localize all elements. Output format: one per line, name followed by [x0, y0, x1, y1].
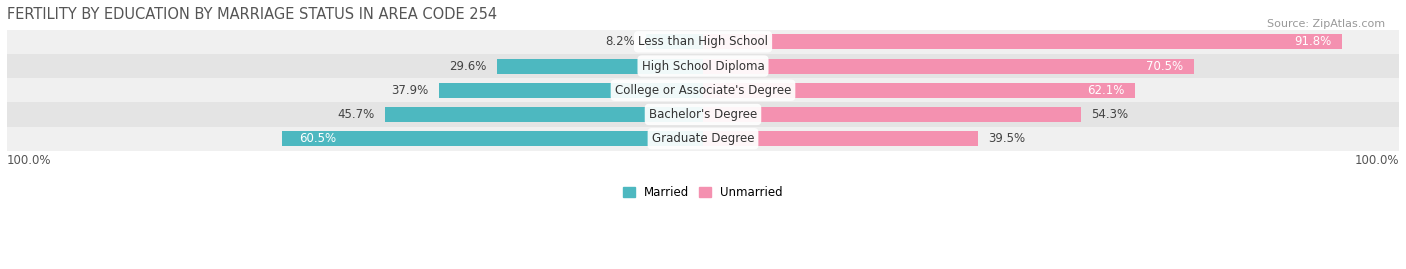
Bar: [496, 59, 703, 73]
Text: 91.8%: 91.8%: [1295, 35, 1331, 48]
Bar: [703, 59, 1194, 73]
Text: 60.5%: 60.5%: [299, 132, 336, 145]
Text: Source: ZipAtlas.com: Source: ZipAtlas.com: [1267, 19, 1385, 29]
Bar: [703, 107, 1081, 122]
Bar: [385, 107, 703, 122]
Text: Less than High School: Less than High School: [638, 35, 768, 48]
Text: 70.5%: 70.5%: [1146, 59, 1184, 73]
Bar: [7, 127, 1399, 151]
Bar: [703, 34, 1341, 49]
Legend: Married, Unmarried: Married, Unmarried: [619, 182, 787, 204]
Bar: [7, 54, 1399, 78]
Text: 100.0%: 100.0%: [7, 154, 52, 167]
Text: High School Diploma: High School Diploma: [641, 59, 765, 73]
Bar: [7, 30, 1399, 54]
Text: FERTILITY BY EDUCATION BY MARRIAGE STATUS IN AREA CODE 254: FERTILITY BY EDUCATION BY MARRIAGE STATU…: [7, 7, 498, 22]
Text: Graduate Degree: Graduate Degree: [652, 132, 754, 145]
Text: 54.3%: 54.3%: [1091, 108, 1129, 121]
Text: 39.5%: 39.5%: [988, 132, 1025, 145]
Bar: [439, 83, 703, 98]
Bar: [281, 131, 703, 146]
Bar: [7, 102, 1399, 127]
Text: Bachelor's Degree: Bachelor's Degree: [650, 108, 756, 121]
Bar: [645, 34, 703, 49]
Text: 100.0%: 100.0%: [1354, 154, 1399, 167]
Text: 37.9%: 37.9%: [391, 84, 429, 97]
Text: 8.2%: 8.2%: [606, 35, 636, 48]
Bar: [7, 78, 1399, 102]
Text: 62.1%: 62.1%: [1087, 84, 1125, 97]
Text: College or Associate's Degree: College or Associate's Degree: [614, 84, 792, 97]
Text: 29.6%: 29.6%: [449, 59, 486, 73]
Bar: [703, 83, 1135, 98]
Text: 45.7%: 45.7%: [337, 108, 374, 121]
Bar: [703, 131, 979, 146]
